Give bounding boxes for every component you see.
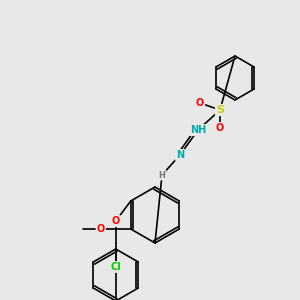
Text: O: O [97,224,105,234]
Text: NH: NH [190,125,206,135]
Text: H: H [159,170,165,179]
Text: O: O [196,98,204,108]
Text: N: N [176,150,184,160]
Text: Cl: Cl [110,262,121,272]
Text: S: S [216,105,224,115]
Text: O: O [112,216,120,226]
Text: O: O [216,123,224,133]
